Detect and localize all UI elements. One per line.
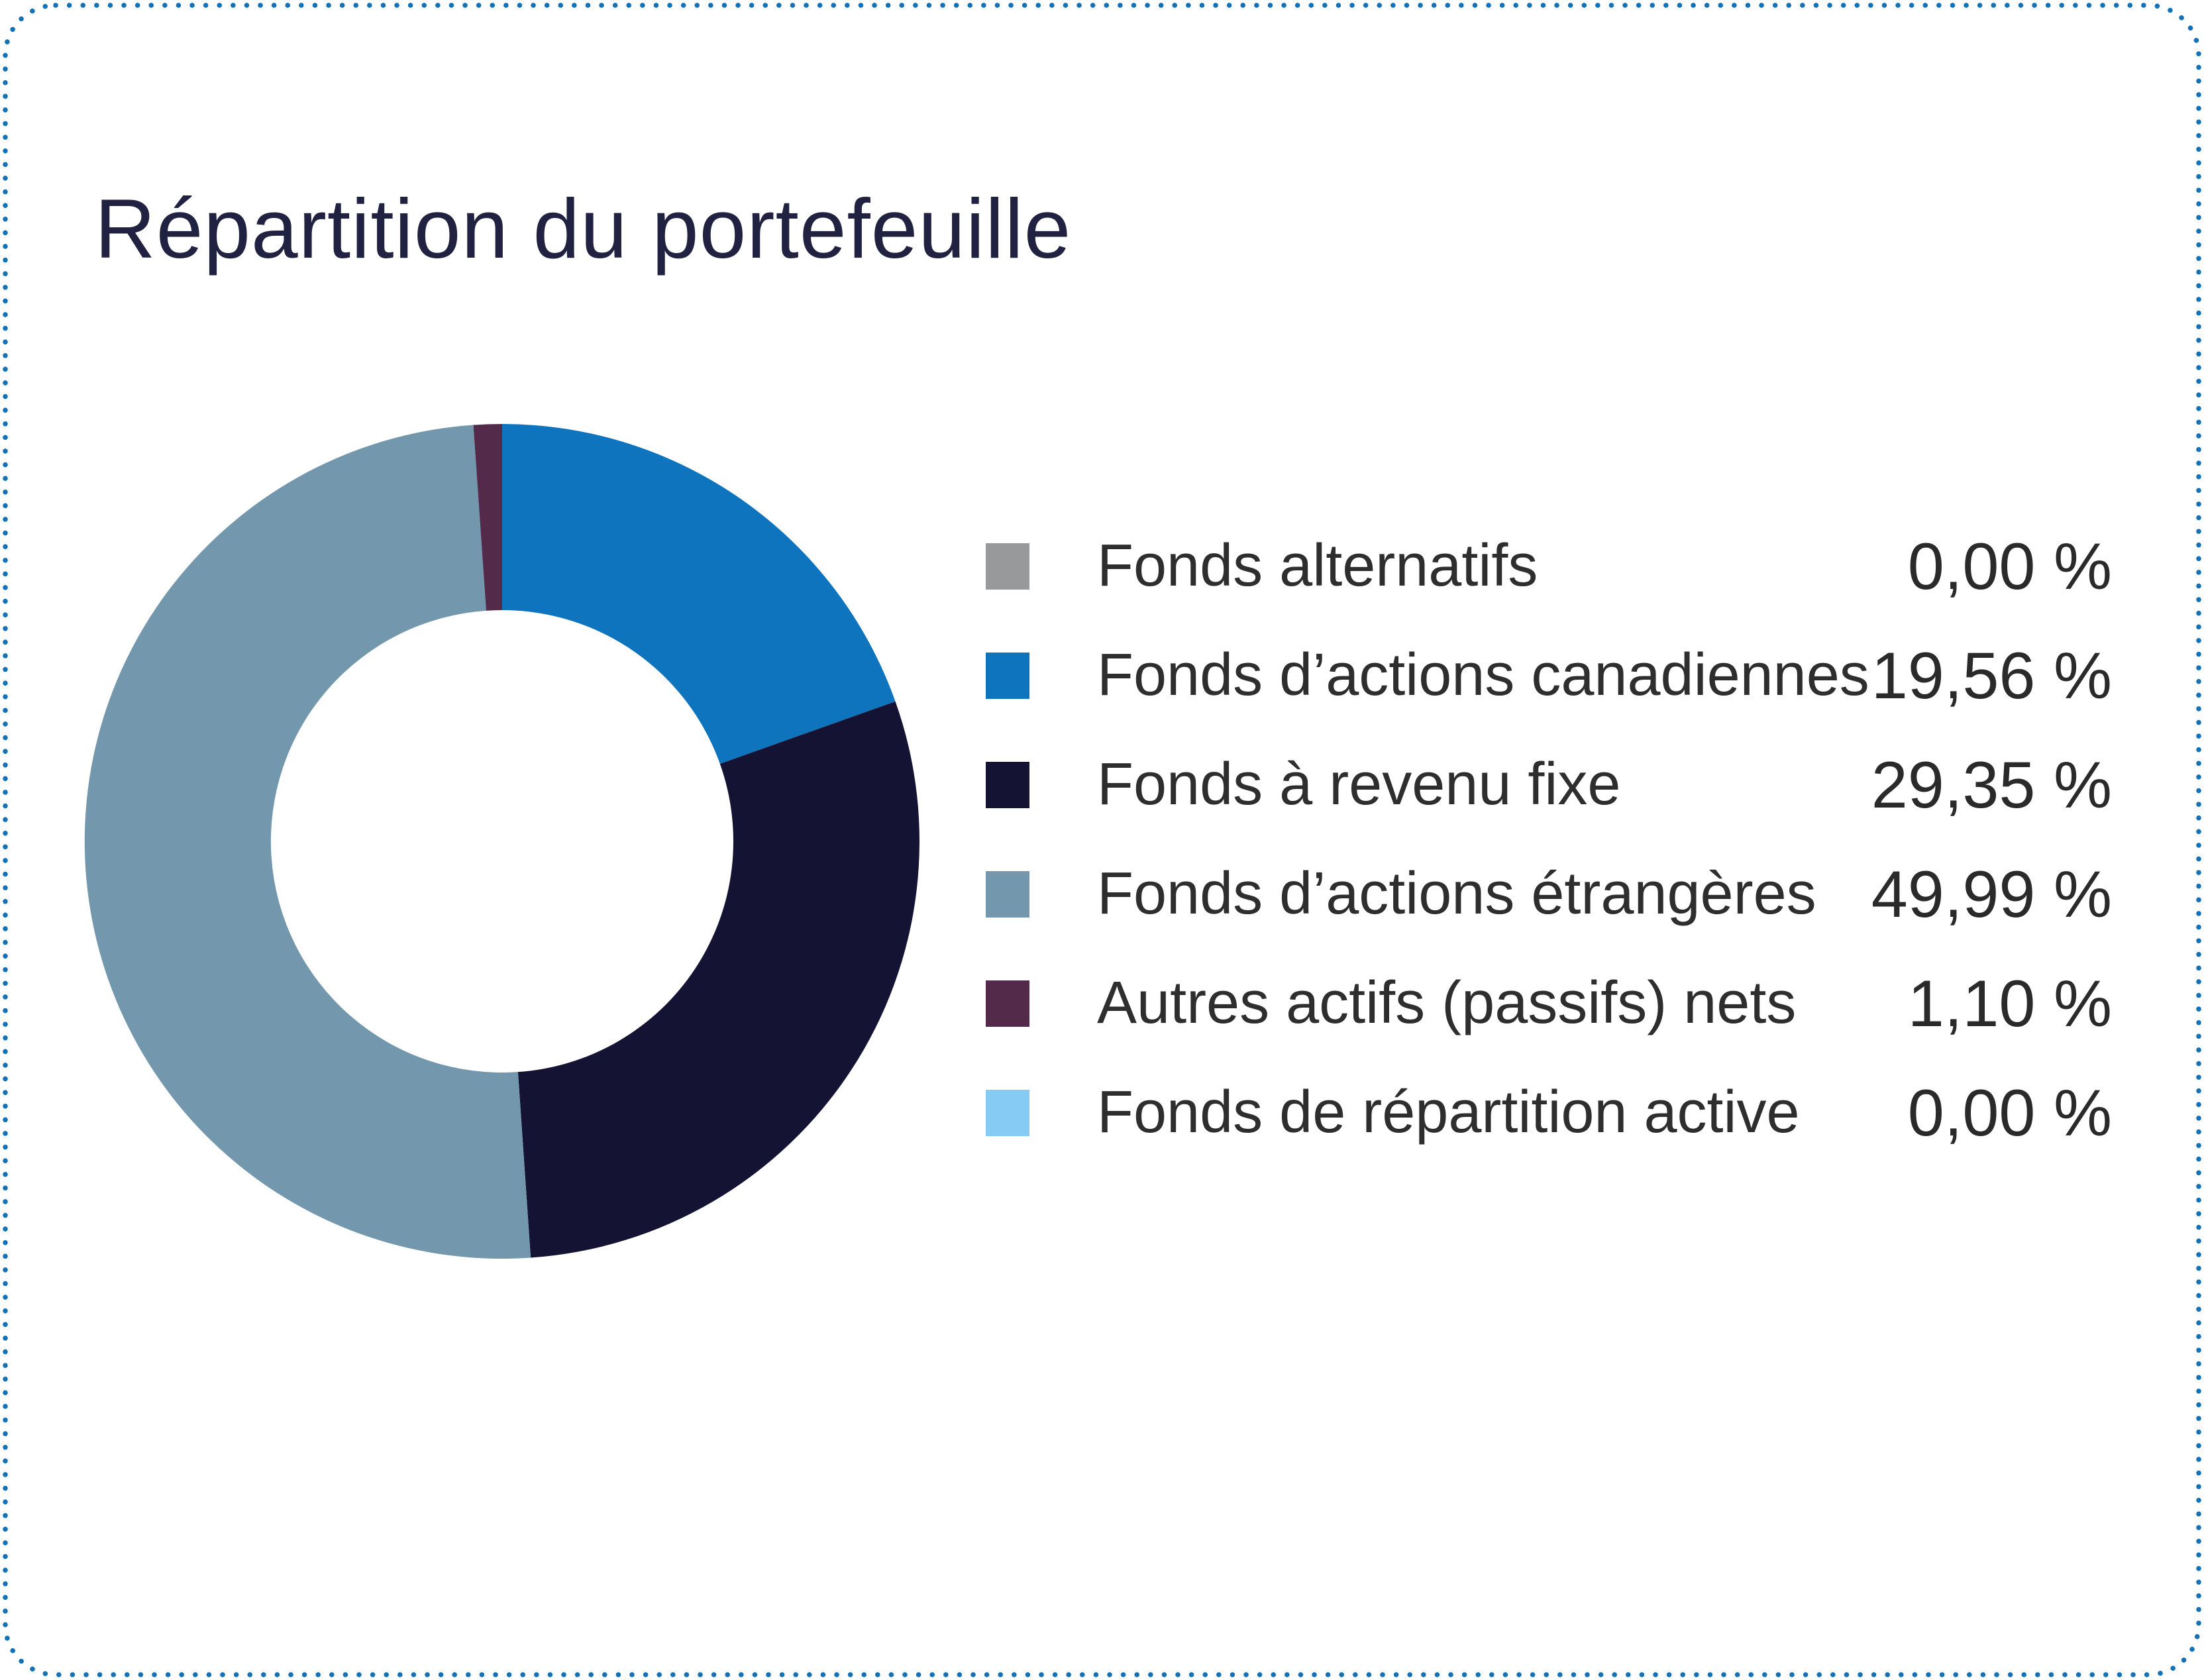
legend-swatch [986,652,1029,699]
donut-chart [84,424,920,1259]
legend-value: 1,10 % [1907,966,2112,1040]
legend-row: Fonds à revenu fixe 29,35 % [986,730,2112,839]
legend-value: 0,00 % [1907,529,2112,603]
legend-label: Fonds d’actions canadiennes [1097,642,1869,708]
legend-swatch [986,761,1029,808]
legend-swatch [986,1089,1029,1136]
legend-value: 0,00 % [1907,1075,2112,1149]
legend-row: Fonds d’actions canadiennes 19,56 % [986,621,2112,730]
legend-row: Fonds d’actions étrangères 49,99 % [986,839,2112,949]
legend-label: Fonds alternatifs [1097,533,1538,599]
legend-label: Fonds à revenu fixe [1097,751,1621,817]
legend-swatch [986,543,1029,590]
donut-slice-4 [473,424,502,611]
donut-slice-1 [502,424,896,764]
chart-legend: Fonds alternatifs 0,00 % Fonds d’actions… [986,511,2112,1167]
legend-value: 29,35 % [1871,747,2112,821]
chart-title: Répartition du portefeuille [95,182,1072,276]
legend-row: Fonds de répartition active 0,00 % [986,1058,2112,1167]
legend-row: Fonds alternatifs 0,00 % [986,511,2112,621]
legend-value: 19,56 % [1871,638,2112,712]
legend-row: Autres actifs (passifs) nets 1,10 % [986,949,2112,1058]
legend-value: 49,99 % [1871,857,2112,931]
legend-label: Fonds d’actions étrangères [1097,861,1816,927]
legend-swatch [986,980,1029,1027]
donut-slice-3 [84,425,531,1259]
legend-label: Fonds de répartition active [1097,1079,1800,1145]
legend-swatch [986,870,1029,918]
legend-label: Autres actifs (passifs) nets [1097,970,1797,1036]
donut-slice-2 [517,701,920,1258]
